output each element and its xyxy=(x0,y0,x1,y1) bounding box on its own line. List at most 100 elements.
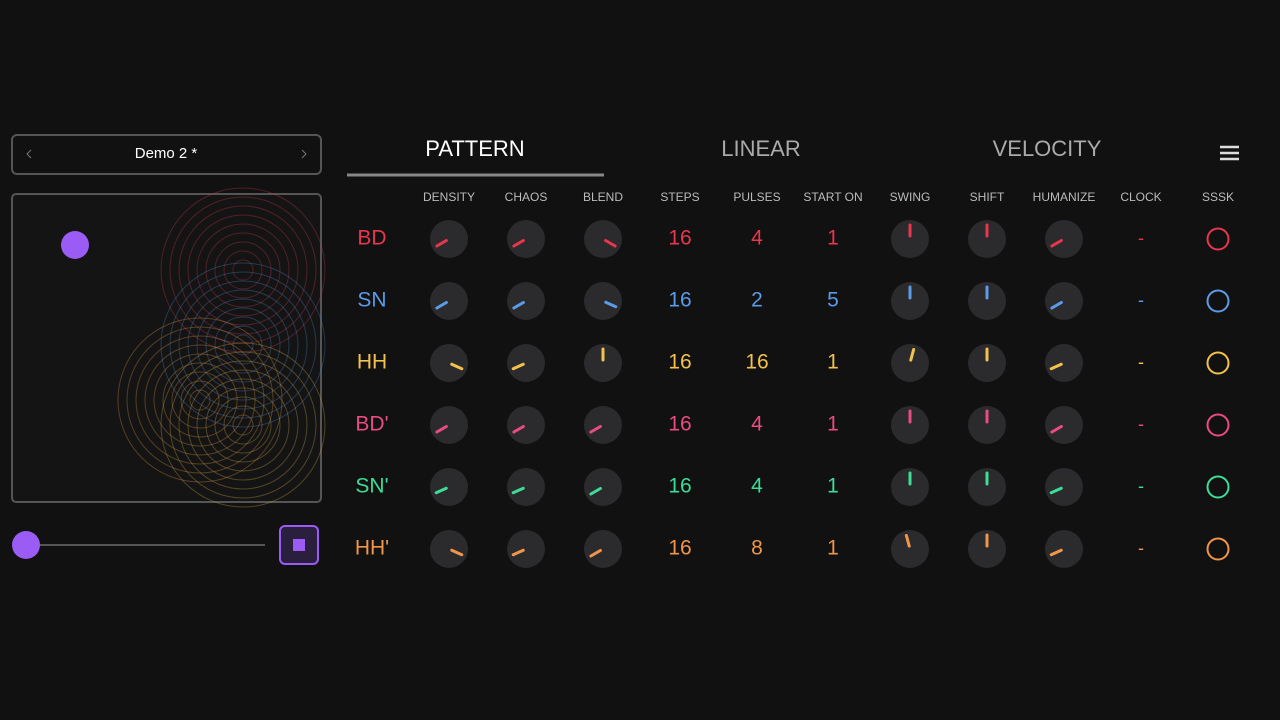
ring xyxy=(196,223,290,317)
knob[interactable] xyxy=(891,344,929,382)
value[interactable]: 16 xyxy=(668,227,691,250)
knob[interactable] xyxy=(430,468,468,506)
ring xyxy=(171,371,229,429)
value[interactable]: 1 xyxy=(827,351,839,374)
knob[interactable] xyxy=(507,220,545,258)
knob[interactable] xyxy=(1045,530,1083,568)
knob[interactable] xyxy=(968,282,1006,320)
value[interactable]: 1 xyxy=(827,537,839,560)
next-arrow[interactable] xyxy=(301,149,307,159)
knob[interactable] xyxy=(430,344,468,382)
value[interactable]: 1 xyxy=(827,413,839,436)
ring xyxy=(214,316,272,374)
knob-body xyxy=(968,406,1006,444)
knob-body xyxy=(891,406,929,444)
knob[interactable] xyxy=(968,406,1006,444)
knob-body xyxy=(584,344,622,382)
knob[interactable] xyxy=(584,406,622,444)
value[interactable]: 4 xyxy=(751,475,763,498)
ring xyxy=(223,250,263,290)
knob[interactable] xyxy=(430,220,468,258)
tab[interactable]: PATTERN xyxy=(425,136,524,161)
knob[interactable] xyxy=(968,468,1006,506)
value[interactable]: 1 xyxy=(827,227,839,250)
knob-pointer xyxy=(1049,548,1063,557)
knob-body xyxy=(968,282,1006,320)
knob[interactable] xyxy=(891,468,929,506)
value[interactable]: 16 xyxy=(668,475,691,498)
knob[interactable] xyxy=(507,344,545,382)
knob-pointer xyxy=(909,347,916,362)
knob[interactable] xyxy=(507,406,545,444)
slider-thumb[interactable] xyxy=(12,531,40,559)
grid: DENSITY CHAOS BLEND STEPS PULSES START ON SWIN… xyxy=(355,190,1234,568)
value[interactable]: 16 xyxy=(668,289,691,312)
knob[interactable] xyxy=(430,282,468,320)
knob[interactable] xyxy=(891,220,929,258)
ring xyxy=(205,232,281,308)
knob[interactable] xyxy=(584,220,622,258)
knob[interactable] xyxy=(891,406,929,444)
column-header: CLOCK xyxy=(1120,190,1161,204)
sssk-toggle[interactable] xyxy=(1206,475,1230,499)
column-header: DENSITY xyxy=(423,190,475,204)
knob[interactable] xyxy=(584,530,622,568)
sssk-toggle[interactable] xyxy=(1206,413,1230,437)
value[interactable]: 2 xyxy=(751,289,763,312)
value[interactable]: 5 xyxy=(827,289,839,312)
pad-frame xyxy=(11,193,322,503)
ring xyxy=(187,214,299,326)
value[interactable]: 1 xyxy=(827,475,839,498)
knob[interactable] xyxy=(968,530,1006,568)
knob-pointer xyxy=(511,362,525,371)
knob-body xyxy=(968,220,1006,258)
value[interactable]: 16 xyxy=(745,351,768,374)
value[interactable]: 16 xyxy=(668,351,691,374)
knob-body xyxy=(507,468,545,506)
value[interactable]: 16 xyxy=(668,537,691,560)
knob[interactable] xyxy=(507,468,545,506)
knob[interactable] xyxy=(1045,468,1083,506)
knob-body xyxy=(1045,468,1083,506)
knob-body xyxy=(891,220,929,258)
preset-box[interactable] xyxy=(11,134,322,175)
column-header: STEPS xyxy=(660,190,699,204)
value[interactable]: 4 xyxy=(751,227,763,250)
column-header: PULSES xyxy=(733,190,780,204)
knob[interactable] xyxy=(1045,220,1083,258)
knob[interactable] xyxy=(584,468,622,506)
value[interactable]: 16 xyxy=(668,413,691,436)
knob[interactable] xyxy=(1045,344,1083,382)
sssk-toggle[interactable] xyxy=(1206,227,1230,251)
knob[interactable] xyxy=(968,344,1006,382)
knob[interactable] xyxy=(1045,282,1083,320)
knob-body xyxy=(430,530,468,568)
knob[interactable] xyxy=(891,530,929,568)
tab[interactable]: LINEAR xyxy=(721,136,800,161)
pad-dot[interactable] xyxy=(61,231,89,259)
knob[interactable] xyxy=(1045,406,1083,444)
value[interactable]: 8 xyxy=(751,537,763,560)
sssk-toggle[interactable] xyxy=(1206,289,1230,313)
knob-body xyxy=(507,406,545,444)
row-label: HH xyxy=(357,351,387,374)
knob-body xyxy=(891,344,929,382)
xy-pad[interactable] xyxy=(11,187,326,508)
knob[interactable] xyxy=(584,344,622,382)
knob[interactable] xyxy=(430,530,468,568)
tab[interactable]: VELOCITY xyxy=(993,136,1102,161)
clock: - xyxy=(1138,352,1144,372)
knob[interactable] xyxy=(968,220,1006,258)
prev-arrow[interactable] xyxy=(26,149,32,159)
knob[interactable] xyxy=(507,530,545,568)
sssk-toggle[interactable] xyxy=(1206,537,1230,561)
knob-body xyxy=(507,282,545,320)
knob[interactable] xyxy=(507,282,545,320)
knob[interactable] xyxy=(430,406,468,444)
knob[interactable] xyxy=(584,282,622,320)
sssk-toggle[interactable] xyxy=(1206,351,1230,375)
menu-icon[interactable] xyxy=(1220,145,1239,161)
row-label: HH' xyxy=(355,537,389,560)
value[interactable]: 4 xyxy=(751,413,763,436)
knob[interactable] xyxy=(891,282,929,320)
